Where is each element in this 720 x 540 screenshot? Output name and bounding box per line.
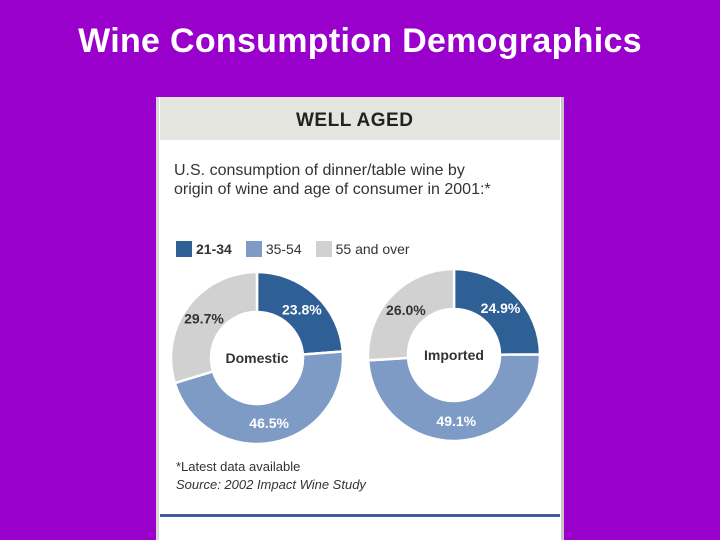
domestic-slice-55-and-over [169,270,259,385]
banner-title: WELL AGED [296,110,414,131]
figure-right-edge [561,97,564,540]
legend-label-55-and-over: 55 and over [335,241,410,257]
imported-label-55-and-over: 26.0% [386,302,426,318]
chart-subtitle: U.S. consumption of dinner/table wine by… [174,162,491,198]
legend-label-21-34: 21-34 [196,241,232,257]
legend-swatch-55-and-over [315,241,332,257]
imported-slice-55-and-over [366,267,456,362]
imported-label-35-54: 49.1% [436,413,476,429]
donut-charts: 23.8% 46.5% 29.7% Domestic 24.9% 49.1% 26.0% Im… [169,267,542,446]
banner: WELL AGED [160,97,560,140]
imported-center-label: Imported [424,347,484,363]
domestic-label-21-34: 23.8% [282,302,322,318]
domestic-label-35-54: 46.5% [249,415,289,431]
domestic-slice-35-54 [173,350,345,446]
chart-figure: WELL AGED U.S. consumption of dinner/tab… [156,97,564,540]
legend-label-35-54: 35-54 [265,241,302,257]
legend-item-35-54: 35-54 [245,241,302,257]
slide-title: Wine Consumption Demographics [78,22,642,60]
imported-slice-21-34 [452,267,542,356]
imported-slice-35-54 [366,353,542,443]
domestic-center-label: Domestic [225,350,288,366]
legend-swatch-35-54 [245,241,262,257]
bottom-rule [160,514,560,517]
footnote: *Latest data available [176,459,301,474]
legend-item-55-and-over: 55 and over [315,241,410,257]
legend-item-21-34: 21-34 [176,241,232,257]
figure-left-edge [156,97,159,540]
legend: 21-34 35-54 55 and over [176,241,424,257]
domestic-label-55-and-over: 29.7% [184,311,224,327]
source-note: Source: 2002 Impact Wine Study [176,477,366,492]
imported-label-21-34: 24.9% [481,300,521,316]
legend-swatch-21-34 [176,241,192,257]
